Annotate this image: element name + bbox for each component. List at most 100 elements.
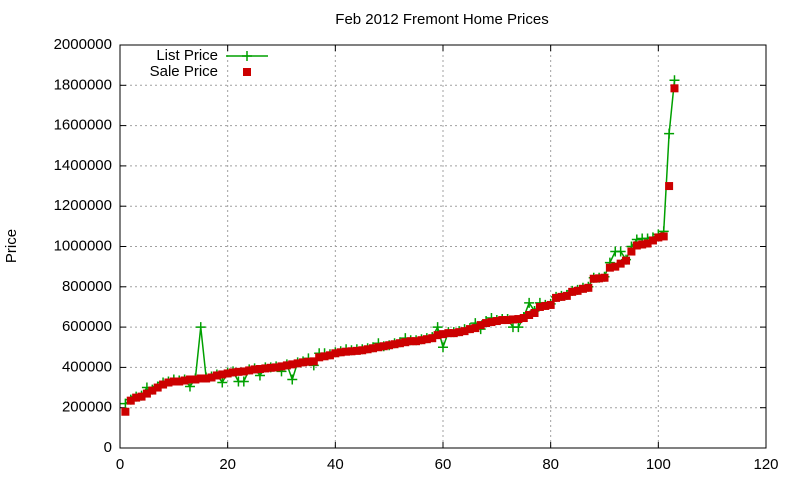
point-marker xyxy=(266,363,275,372)
point-marker xyxy=(137,392,146,401)
point-marker xyxy=(390,340,399,349)
point-marker xyxy=(562,291,571,300)
point-marker xyxy=(615,246,626,257)
y-tick-label: 0 xyxy=(104,439,112,456)
point-marker xyxy=(455,328,464,337)
y-tick-label: 600000 xyxy=(62,318,112,335)
point-marker xyxy=(212,371,221,380)
y-axis-label: Price xyxy=(3,229,20,263)
point-marker xyxy=(648,236,657,245)
point-marker xyxy=(374,343,383,352)
point-marker xyxy=(255,365,264,374)
x-tick-label: 20 xyxy=(219,456,236,473)
point-marker xyxy=(432,322,443,333)
point-marker xyxy=(148,386,157,395)
point-marker xyxy=(363,345,372,354)
point-marker xyxy=(498,316,507,325)
point-marker xyxy=(369,344,378,353)
point-marker xyxy=(331,349,340,358)
point-marker xyxy=(422,335,431,344)
point-marker xyxy=(552,293,561,302)
point-marker xyxy=(304,357,313,366)
point-marker xyxy=(191,375,200,384)
point-marker xyxy=(325,351,334,360)
point-marker xyxy=(535,302,544,311)
point-marker xyxy=(508,315,517,324)
point-marker xyxy=(238,376,249,387)
point-marker xyxy=(126,396,135,405)
point-marker xyxy=(121,407,130,416)
point-marker xyxy=(223,369,232,378)
point-marker xyxy=(622,256,631,265)
point-marker xyxy=(207,373,216,382)
point-marker xyxy=(471,324,480,333)
point-marker xyxy=(482,319,491,328)
point-marker xyxy=(417,336,426,345)
point-marker xyxy=(557,292,566,301)
point-marker xyxy=(336,348,345,357)
point-marker xyxy=(358,346,367,355)
point-marker xyxy=(643,239,652,248)
point-marker xyxy=(234,367,243,376)
point-marker xyxy=(202,374,211,383)
point-marker xyxy=(514,315,523,324)
point-marker xyxy=(293,359,302,368)
point-marker xyxy=(584,283,593,292)
point-marker xyxy=(277,362,286,371)
point-marker xyxy=(282,361,291,370)
point-marker xyxy=(352,346,361,355)
point-marker xyxy=(412,337,421,346)
point-marker xyxy=(449,329,458,338)
point-marker xyxy=(659,232,668,241)
x-tick-label: 0 xyxy=(116,456,124,473)
point-marker xyxy=(595,274,604,283)
y-tick-label: 1200000 xyxy=(54,197,112,214)
point-marker xyxy=(589,274,598,283)
point-marker xyxy=(299,358,308,367)
point-marker xyxy=(272,363,281,372)
point-marker xyxy=(665,182,674,191)
point-marker xyxy=(218,370,227,379)
point-marker xyxy=(465,325,474,334)
point-marker xyxy=(568,287,577,296)
point-marker xyxy=(185,375,194,384)
point-marker xyxy=(524,297,535,308)
legend-label: Sale Price xyxy=(150,63,218,80)
x-tick-label: 80 xyxy=(542,456,559,473)
point-marker xyxy=(669,75,680,86)
point-marker xyxy=(309,357,318,366)
point-marker xyxy=(578,284,587,293)
point-marker xyxy=(611,262,620,271)
x-tick-label: 120 xyxy=(753,456,778,473)
point-marker xyxy=(433,331,442,340)
point-marker xyxy=(229,368,238,377)
point-marker xyxy=(439,330,447,339)
point-marker xyxy=(142,389,151,398)
point-marker xyxy=(476,321,485,330)
y-tick-label: 1400000 xyxy=(54,157,112,174)
y-tick-label: 1600000 xyxy=(54,117,112,134)
point-marker xyxy=(175,377,184,386)
point-marker xyxy=(196,374,205,383)
point-marker xyxy=(654,233,663,242)
y-tick-label: 400000 xyxy=(62,358,112,375)
legend-swatch xyxy=(243,68,251,76)
point-marker xyxy=(444,329,453,338)
point-marker xyxy=(664,128,675,139)
point-marker xyxy=(385,341,394,350)
point-marker xyxy=(487,318,496,327)
point-marker xyxy=(164,378,173,387)
point-marker xyxy=(670,84,679,93)
legend-swatch xyxy=(242,51,252,61)
point-marker xyxy=(513,322,524,333)
y-tick-label: 1000000 xyxy=(54,237,112,254)
y-tick-label: 200000 xyxy=(62,399,112,416)
point-marker xyxy=(195,322,206,333)
point-marker xyxy=(600,273,609,282)
point-marker xyxy=(519,314,528,323)
point-marker xyxy=(342,347,351,356)
point-marker xyxy=(573,286,582,295)
point-marker xyxy=(132,393,141,402)
point-marker xyxy=(438,342,448,353)
point-marker xyxy=(169,377,178,386)
